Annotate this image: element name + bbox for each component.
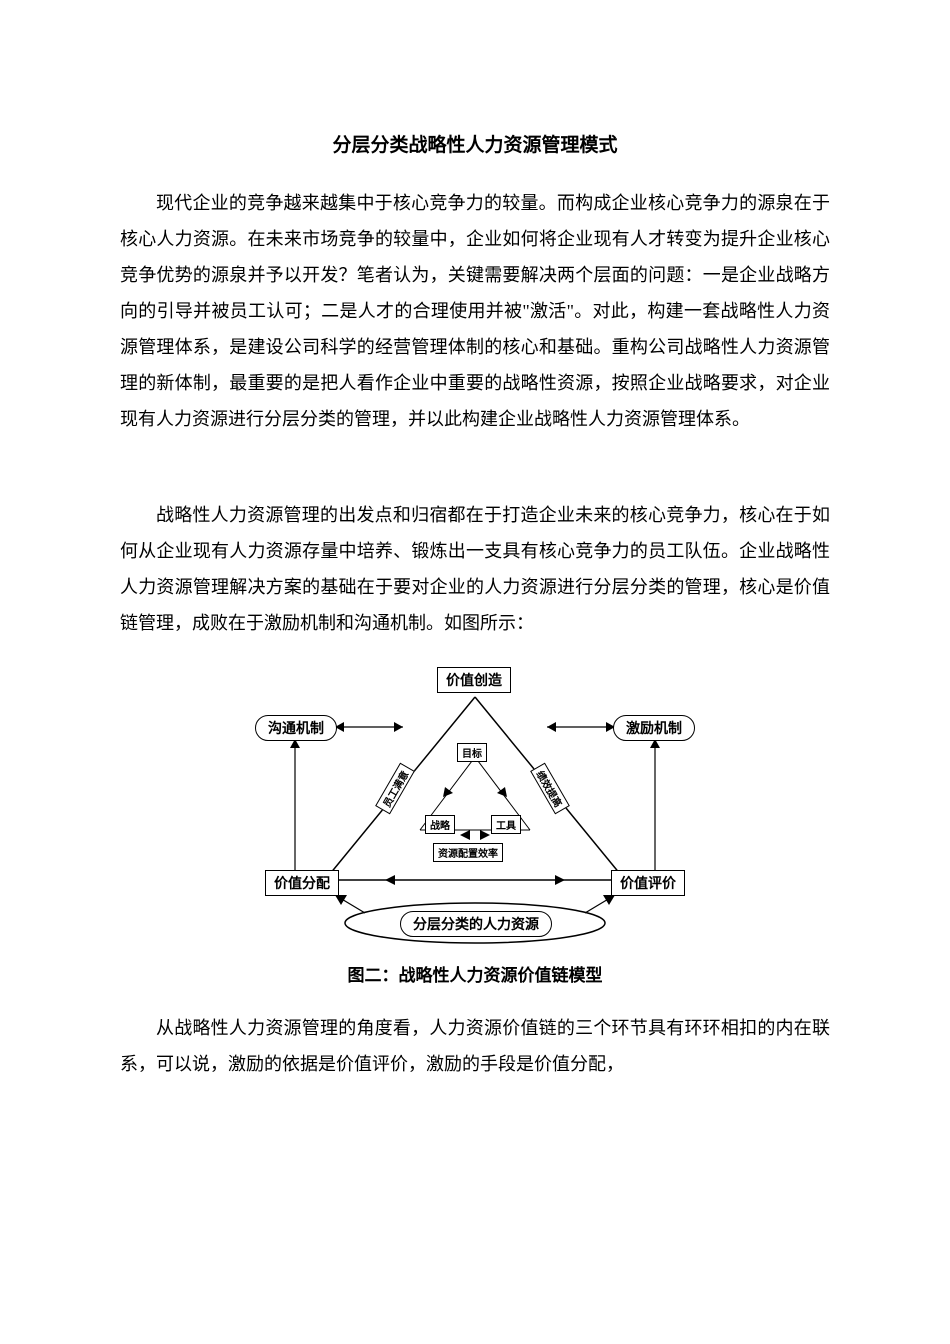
paragraph-1: 现代企业的竞争越来越集中于核心竞争力的较量。而构成企业核心竞争力的源泉在于核心人… xyxy=(120,185,830,437)
value-chain-diagram: 价值创造 沟通机制 激励机制 价值分配 价值评价 分层分类的人力资源 目标 员工… xyxy=(235,665,715,955)
node-inner-resource-efficiency: 资源配置效率 xyxy=(433,843,503,862)
node-incentive-mechanism: 激励机制 xyxy=(613,715,695,741)
diagram-container: 价值创造 沟通机制 激励机制 价值分配 价值评价 分层分类的人力资源 目标 员工… xyxy=(120,665,830,986)
node-value-evaluation: 价值评价 xyxy=(611,870,685,896)
document-title: 分层分类战略性人力资源管理模式 xyxy=(120,130,830,157)
node-inner-strategy: 战略 xyxy=(425,815,455,834)
node-value-creation: 价值创造 xyxy=(437,667,511,693)
diagram-caption: 图二：战略性人力资源价值链模型 xyxy=(348,961,603,986)
node-layered-hr: 分层分类的人力资源 xyxy=(400,911,552,937)
node-value-distribution: 价值分配 xyxy=(265,870,339,896)
paragraph-2: 战略性人力资源管理的出发点和归宿都在于打造企业未来的核心竞争力，核心在于如何从企… xyxy=(120,497,830,641)
paragraph-3: 从战略性人力资源管理的角度看，人力资源价值链的三个环节具有环环相扣的内在联系，可… xyxy=(120,1010,830,1082)
node-inner-goal: 目标 xyxy=(457,743,487,762)
node-communication-mechanism: 沟通机制 xyxy=(255,715,337,741)
node-inner-tool: 工具 xyxy=(491,815,521,834)
